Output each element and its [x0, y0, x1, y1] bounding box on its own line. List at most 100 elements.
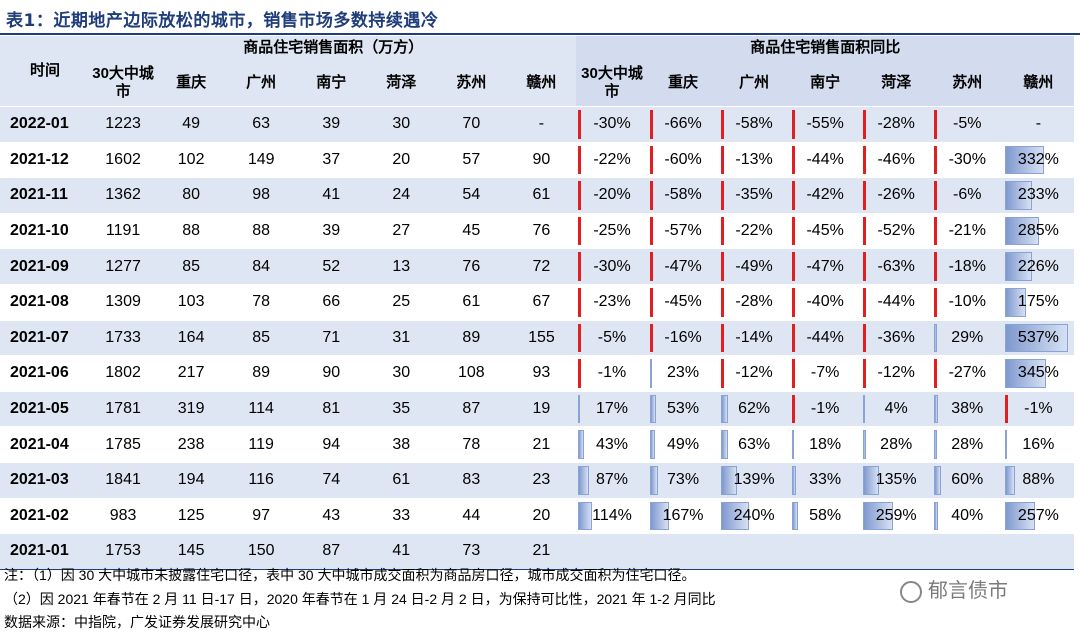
yoy-value: 58%	[809, 506, 842, 524]
area-cell: 66	[296, 283, 367, 321]
header-yoy-city: 菏泽	[860, 60, 932, 107]
yoy-cell: 139%	[718, 461, 790, 499]
area-cell: 74	[296, 461, 367, 499]
yoy-cell: -58%	[718, 106, 790, 143]
area-cell: 102	[156, 141, 227, 178]
yoy-cell: -35%	[718, 177, 790, 214]
area-cell: 61	[436, 283, 507, 321]
area-cell: 108	[436, 355, 507, 392]
yoy-cell: 38%	[931, 390, 1003, 427]
area-cell: 41	[296, 177, 367, 214]
area-cell: 71	[296, 319, 367, 356]
yoy-value: 40%	[951, 506, 984, 524]
yoy-cell: -52%	[860, 212, 932, 249]
area-cell: 20	[506, 497, 577, 534]
yoy-cell: 58%	[789, 497, 861, 534]
yoy-value: 60%	[951, 471, 984, 489]
yoy-value: -22%	[593, 150, 631, 168]
yoy-cell: 63%	[718, 426, 790, 463]
table-row: 2021-01 1753 145 150 87 41 73 21	[0, 533, 1074, 570]
area-cell: 164	[156, 319, 227, 356]
yoy-value: 259%	[875, 506, 917, 524]
negative-databar	[578, 216, 582, 246]
yoy-value: -66%	[664, 115, 702, 133]
yoy-cell: -30%	[576, 248, 648, 285]
header-yoy-city: 30大中城市	[576, 60, 648, 107]
negative-databar	[791, 181, 795, 210]
yoy-cell: -27%	[931, 355, 1003, 392]
negative-databar	[649, 110, 653, 139]
yoy-cell: -28%	[860, 106, 932, 143]
yoy-cell: -18%	[931, 248, 1003, 285]
area-cell: 98	[226, 177, 297, 214]
yoy-cell: -44%	[789, 141, 861, 178]
negative-databar	[720, 252, 724, 281]
area-cell: 88	[156, 212, 227, 249]
negative-databar	[933, 359, 937, 388]
yoy-cell: -21%	[931, 212, 1003, 249]
negative-databar	[791, 216, 795, 246]
area-cell: 1362	[90, 177, 157, 214]
negative-databar	[791, 394, 795, 424]
negative-databar	[578, 145, 582, 175]
yoy-cell: -12%	[860, 355, 932, 392]
yoy-cell: 40%	[931, 497, 1003, 534]
yoy-cell: -28%	[718, 283, 790, 321]
yoy-cell: -1%	[789, 390, 861, 427]
yoy-value: 87%	[595, 471, 629, 489]
yoy-cell: 60%	[931, 461, 1003, 499]
negative-databar	[720, 110, 724, 139]
area-cell: 85	[156, 248, 227, 285]
negative-databar	[578, 110, 582, 139]
footnote-2: （2）因 2021 年春节在 2 月 11 日-17 日，2020 年春节在 1…	[4, 591, 716, 607]
yoy-cell: 226%	[1002, 248, 1074, 285]
yoy-cell: -10%	[931, 283, 1003, 321]
yoy-value: -27%	[948, 364, 986, 382]
negative-databar	[720, 145, 724, 175]
yoy-value: -5%	[953, 115, 982, 133]
yoy-cell: -47%	[789, 248, 861, 285]
yoy-value: -49%	[735, 257, 773, 275]
row-date: 2021-04	[0, 426, 91, 463]
yoy-value: 33%	[809, 471, 842, 489]
header-area-city: 广州	[226, 60, 297, 107]
row-date: 2021-05	[0, 390, 91, 427]
positive-databar	[1004, 145, 1045, 175]
yoy-value: -1%	[1024, 400, 1053, 418]
negative-databar	[862, 359, 866, 388]
header-area-city: 苏州	[436, 60, 507, 107]
yoy-value: 28%	[951, 435, 984, 453]
yoy-value: -21%	[948, 222, 986, 240]
area-cell: 87	[436, 390, 507, 427]
yoy-value: -12%	[877, 364, 915, 382]
yoy-value: -40%	[806, 293, 844, 311]
yoy-value: -25%	[593, 222, 631, 240]
yoy-value: 537%	[1017, 328, 1059, 346]
yoy-value: -10%	[948, 293, 986, 311]
positive-databar	[933, 430, 938, 459]
yoy-value: -18%	[948, 257, 986, 275]
area-cell: 1309	[90, 283, 157, 321]
negative-databar	[578, 323, 582, 353]
area-cell: 27	[366, 212, 437, 249]
positive-databar	[578, 501, 592, 531]
yoy-cell: -30%	[576, 106, 648, 143]
yoy-cell: 233%	[1002, 177, 1074, 214]
yoy-value: 135%	[875, 471, 917, 489]
area-cell: 57	[436, 141, 507, 178]
negative-databar	[791, 287, 795, 317]
yoy-cell: -44%	[860, 283, 932, 321]
yoy-value: -16%	[664, 328, 702, 346]
yoy-value: 18%	[809, 435, 842, 453]
area-cell: 89	[226, 355, 297, 392]
negative-databar	[578, 252, 582, 281]
yoy-cell: 73%	[647, 461, 719, 499]
yoy-cell: 285%	[1002, 212, 1074, 249]
yoy-cell: 114%	[576, 497, 648, 534]
area-cell: 30	[366, 355, 437, 392]
table-row: 2021-02 983 125 97 43 33 44 20 114% 167% 240% 58% 25…	[0, 497, 1074, 534]
positive-databar	[649, 501, 670, 531]
positive-databar	[649, 394, 656, 424]
positive-databar	[1004, 359, 1046, 388]
yoy-cell: -22%	[576, 141, 648, 178]
